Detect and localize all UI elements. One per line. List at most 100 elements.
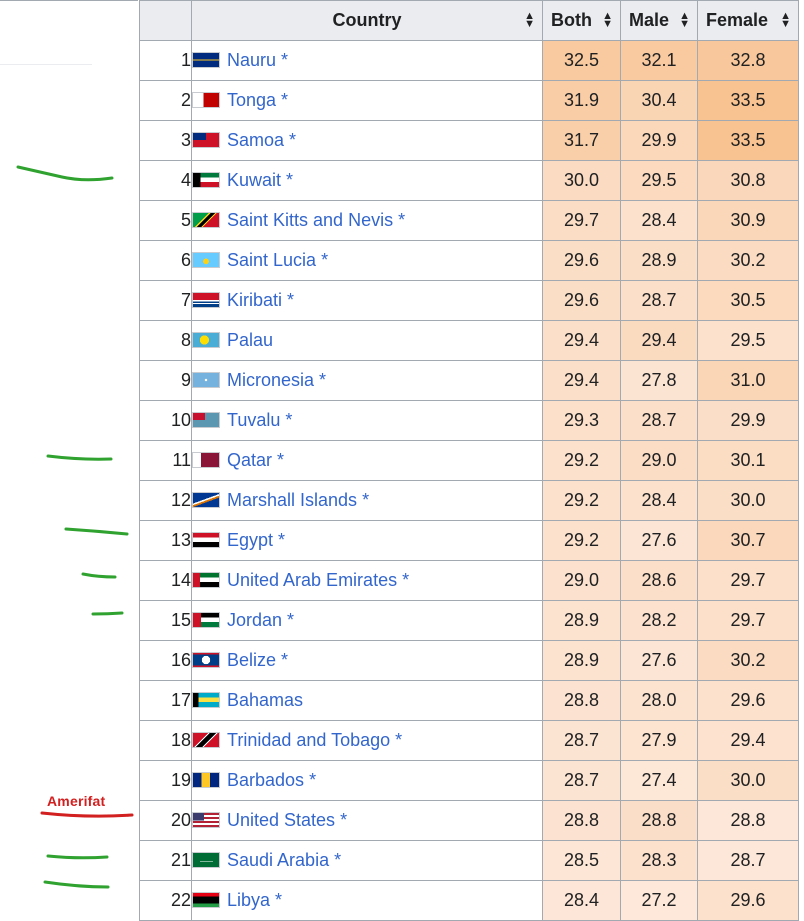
country-link[interactable]: Palau	[227, 330, 274, 350]
table-row: 6 Saint Lucia * 29.6 28.9 30.2	[139, 240, 799, 281]
male-value: 32.1	[620, 40, 698, 81]
country-link[interactable]: Saudi Arabia	[227, 850, 330, 870]
country-cell: Belize *	[191, 640, 543, 681]
country-cell: Trinidad and Tobago *	[191, 720, 543, 761]
country-link[interactable]: Kiribati	[227, 290, 283, 310]
saudi-arabia-flag-icon	[192, 851, 220, 868]
footnote-star-link[interactable]: *	[277, 450, 285, 470]
female-value: 29.5	[697, 320, 799, 361]
country-link[interactable]: Nauru	[227, 50, 277, 70]
country-link[interactable]: Tuvalu	[227, 410, 281, 430]
footnote-star-link[interactable]: *	[287, 610, 295, 630]
table-row: 2 Tonga * 31.9 30.4 33.5	[139, 80, 799, 121]
country-link[interactable]: Qatar	[227, 450, 273, 470]
both-value: 28.7	[542, 720, 621, 761]
rank-cell: 22	[139, 880, 192, 921]
sort-arrows-icon[interactable]: ▲ ▼	[780, 10, 791, 30]
sort-arrows-icon[interactable]: ▲ ▼	[524, 10, 535, 30]
green-marker-uae	[81, 572, 117, 579]
footnote-star-link[interactable]: *	[289, 130, 297, 150]
table-row: 4 Kuwait * 30.0 29.5 30.8	[139, 160, 799, 201]
both-value: 29.0	[542, 560, 621, 601]
footnote-star-link[interactable]: *	[286, 170, 294, 190]
country-link[interactable]: United States	[227, 810, 336, 830]
footnote-star-link[interactable]: *	[362, 490, 370, 510]
country-cell: Palau	[191, 320, 543, 361]
male-header[interactable]: Male ▲ ▼	[620, 0, 698, 41]
footnote-star-link[interactable]: *	[285, 410, 293, 430]
female-value: 30.0	[697, 760, 799, 801]
footnote-star-link[interactable]: *	[321, 250, 329, 270]
both-value: 29.2	[542, 440, 621, 481]
footnote-star-link[interactable]: *	[319, 370, 327, 390]
country-link[interactable]: Egypt	[227, 530, 274, 550]
footnote-star-link[interactable]: *	[398, 210, 406, 230]
marshall-islands-flag-icon	[192, 491, 220, 508]
country-link[interactable]: Trinidad and Tobago	[227, 730, 391, 750]
male-value: 27.8	[620, 360, 698, 401]
both-value: 29.2	[542, 480, 621, 521]
table-row: 1 Nauru * 32.5 32.1 32.8	[139, 40, 799, 81]
both-value: 31.7	[542, 120, 621, 161]
footnote-star-link[interactable]: *	[340, 810, 348, 830]
country-link[interactable]: Barbados	[227, 770, 305, 790]
table-row: 22 Libya * 28.4 27.2 29.6	[139, 880, 799, 921]
female-value: 30.8	[697, 160, 799, 201]
country-link[interactable]: Marshall Islands	[227, 490, 358, 510]
both-value: 28.7	[542, 760, 621, 801]
female-value: 30.7	[697, 520, 799, 561]
table-row: 7 Kiribati * 29.6 28.7 30.5	[139, 280, 799, 321]
red-marker-united-states	[40, 811, 134, 818]
belize-flag-icon	[192, 651, 220, 668]
male-value: 27.2	[620, 880, 698, 921]
male-value: 30.4	[620, 80, 698, 121]
female-header[interactable]: Female ▲ ▼	[697, 0, 799, 41]
table-row: 13 Egypt * 29.2 27.6 30.7	[139, 520, 799, 561]
country-cell: Jordan *	[191, 600, 543, 641]
qatar-flag-icon	[192, 451, 220, 468]
male-value: 28.7	[620, 280, 698, 321]
country-link[interactable]: Saint Kitts and Nevis	[227, 210, 394, 230]
both-header[interactable]: Both ▲ ▼	[542, 0, 621, 41]
female-value: 33.5	[697, 80, 799, 121]
footnote-star-link[interactable]: *	[402, 570, 410, 590]
sort-arrows-icon[interactable]: ▲ ▼	[679, 10, 690, 30]
country-link[interactable]: Libya	[227, 890, 271, 910]
female-value: 29.9	[697, 400, 799, 441]
annotation-label: Amerifat	[47, 793, 106, 809]
both-value: 29.7	[542, 200, 621, 241]
male-value: 28.0	[620, 680, 698, 721]
footnote-star-link[interactable]: *	[281, 50, 289, 70]
country-link[interactable]: Belize	[227, 650, 277, 670]
both-value: 28.5	[542, 840, 621, 881]
country-link[interactable]: Saint Lucia	[227, 250, 317, 270]
table-row: 19 Barbados * 28.7 27.4 30.0	[139, 760, 799, 801]
tonga-flag-icon	[192, 91, 220, 108]
country-link[interactable]: Bahamas	[227, 690, 304, 710]
palau-flag-icon	[192, 331, 220, 348]
country-link[interactable]: Jordan	[227, 610, 283, 630]
barbados-flag-icon	[192, 771, 220, 788]
country-link[interactable]: Samoa	[227, 130, 285, 150]
male-value: 27.9	[620, 720, 698, 761]
table-row: 3 Samoa * 31.7 29.9 33.5	[139, 120, 799, 161]
country-cell: Kiribati *	[191, 280, 543, 321]
country-cell: Marshall Islands *	[191, 480, 543, 521]
footnote-star-link[interactable]: *	[281, 650, 289, 670]
country-link[interactable]: Tonga	[227, 90, 277, 110]
footnote-star-link[interactable]: *	[334, 850, 342, 870]
rank-cell: 20	[139, 800, 192, 841]
footnote-star-link[interactable]: *	[275, 890, 283, 910]
country-link[interactable]: United Arab Emirates	[227, 570, 398, 590]
rank-cell: 12	[139, 480, 192, 521]
footnote-star-link[interactable]: *	[395, 730, 403, 750]
country-link[interactable]: Micronesia	[227, 370, 315, 390]
footnote-star-link[interactable]: *	[278, 530, 286, 550]
sort-arrows-icon[interactable]: ▲ ▼	[602, 10, 613, 30]
footnote-star-link[interactable]: *	[309, 770, 317, 790]
country-link[interactable]: Kuwait	[227, 170, 282, 190]
footnote-star-link[interactable]: *	[287, 290, 295, 310]
footnote-star-link[interactable]: *	[281, 90, 289, 110]
country-header[interactable]: Country ▲ ▼	[191, 0, 543, 41]
both-value: 28.9	[542, 600, 621, 641]
